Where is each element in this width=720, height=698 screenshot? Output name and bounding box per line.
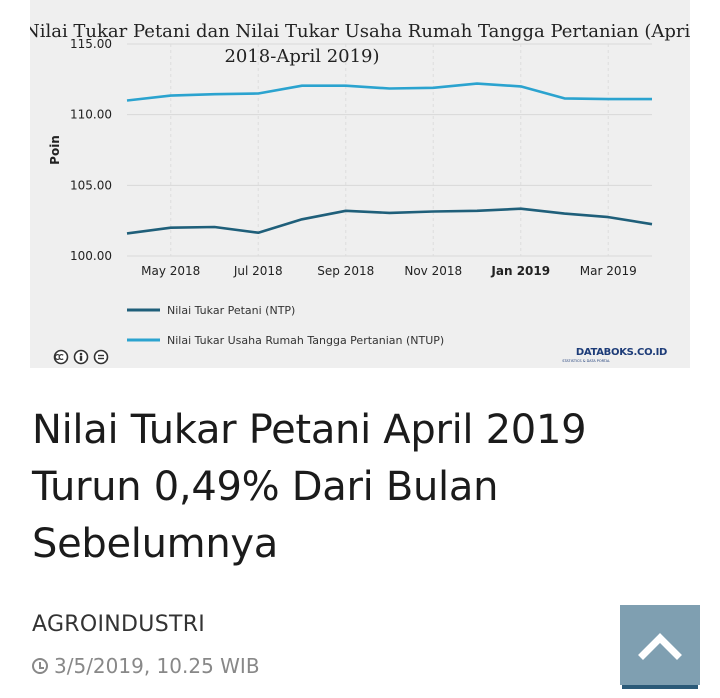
article-category[interactable]: AGROINDUSTRI <box>32 612 206 637</box>
y-tick-label: 100.00 <box>70 249 112 263</box>
y-tick-label: 110.00 <box>70 108 112 122</box>
x-tick-label: Jan 2019 <box>490 264 550 278</box>
legend: Nilai Tukar Petani (NTP) Nilai Tukar Usah… <box>127 304 444 347</box>
legend-label: Nilai Tukar Usaha Rumah Tangga Pertanian… <box>167 334 444 347</box>
x-tick-label: Sep 2018 <box>317 264 374 278</box>
x-tick-label: Jul 2018 <box>233 264 283 278</box>
x-tick-label: Nov 2018 <box>404 264 462 278</box>
chart-title-line-2: 2018-April 2019) <box>224 46 379 67</box>
y-tick-label: 115.00 <box>70 37 112 51</box>
x-tick-label: Mar 2019 <box>580 264 637 278</box>
cc-icon <box>53 349 69 365</box>
axis-layer: 100.00 105.00 110.00 115.00 May 2018 Jul 2018… <box>70 37 637 278</box>
headline-line-2: Turun 0,49% Dari Bulan <box>32 464 499 510</box>
chart-title-line-1: Nilai Tukar Petani dan Nilai Tukar Usaha… <box>30 21 690 42</box>
chart-card: 100.00 105.00 110.00 115.00 May 2018 Jul 2018… <box>30 0 690 368</box>
license-icons <box>53 349 109 365</box>
article-headline[interactable]: Nilai Tukar Petani April 2019 Turun 0,49… <box>32 402 652 573</box>
article-date: 3/5/2019, 10.25 WIB <box>54 654 260 678</box>
series-layer <box>126 82 653 235</box>
source-logo-subtext: STATISTICS & DATA PORTAL <box>562 359 610 363</box>
legend-label: Nilai Tukar Petani (NTP) <box>167 304 295 317</box>
series-line-ntp <box>126 207 653 235</box>
y-tick-label: 105.00 <box>70 178 112 192</box>
headline-line-3: Sebelumnya <box>32 521 278 567</box>
scroll-to-top-button[interactable] <box>620 605 700 685</box>
by-icon <box>73 349 89 365</box>
series-line-ntup <box>126 82 652 102</box>
headline-line-1: Nilai Tukar Petani April 2019 <box>32 407 587 453</box>
chevron-up-icon <box>638 633 682 660</box>
source-logo: DATABOKS.CO.ID STATISTICS & DATA PORTAL <box>562 347 667 363</box>
line-chart: 100.00 105.00 110.00 115.00 May 2018 Jul 2018… <box>30 21 690 365</box>
x-tick-label: May 2018 <box>141 264 200 278</box>
source-logo-text: DATABOKS.CO.ID <box>576 347 667 358</box>
article-date-row: 3/5/2019, 10.25 WIB <box>32 654 260 678</box>
clock-icon <box>32 658 48 674</box>
y-axis-label: Poin <box>48 135 62 165</box>
grid-layer <box>127 43 652 257</box>
nd-icon <box>93 349 109 365</box>
